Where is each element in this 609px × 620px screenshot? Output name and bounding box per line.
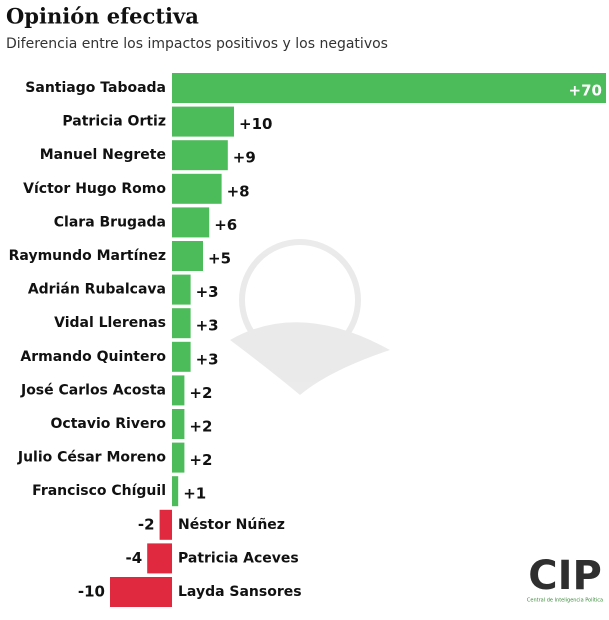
logo-text: CIP bbox=[528, 553, 602, 599]
bar bbox=[172, 375, 185, 406]
bar bbox=[172, 341, 191, 372]
category-label: Víctor Hugo Romo bbox=[23, 181, 166, 197]
category-label: Julio César Moreno bbox=[17, 450, 167, 466]
category-label: Patricia Ortiz bbox=[62, 114, 166, 130]
bar bbox=[172, 207, 210, 238]
category-label: Raymundo Martínez bbox=[9, 248, 166, 264]
category-label: Clara Brugada bbox=[54, 214, 166, 230]
value-label: -4 bbox=[126, 549, 143, 567]
bar bbox=[147, 543, 172, 574]
value-label: -10 bbox=[78, 583, 105, 601]
value-label: +6 bbox=[214, 216, 237, 234]
bar bbox=[172, 106, 234, 137]
value-label: +3 bbox=[196, 350, 219, 368]
category-label: Armando Quintero bbox=[20, 349, 166, 365]
bar bbox=[172, 442, 185, 473]
value-label: +9 bbox=[233, 149, 256, 167]
value-label: +3 bbox=[196, 317, 219, 335]
watermark bbox=[230, 239, 390, 395]
value-label: +5 bbox=[208, 250, 231, 268]
category-label: Layda Sansores bbox=[178, 584, 302, 600]
bar bbox=[172, 73, 606, 103]
bar bbox=[172, 476, 179, 507]
value-label: +2 bbox=[189, 418, 212, 436]
bar bbox=[172, 409, 185, 439]
bar bbox=[172, 241, 203, 271]
category-label: Néstor Núñez bbox=[178, 517, 285, 533]
bar bbox=[172, 173, 222, 204]
category-label: Manuel Negrete bbox=[40, 147, 166, 163]
value-label: +2 bbox=[189, 384, 212, 402]
category-label: Octavio Rivero bbox=[51, 416, 167, 432]
chart-title: Opinión efectiva bbox=[6, 4, 199, 29]
category-label: Francisco Chíguil bbox=[32, 483, 166, 499]
chart-subtitle: Diferencia entre los impactos positivos … bbox=[6, 36, 388, 52]
category-label: Vidal Llerenas bbox=[54, 315, 166, 331]
value-label: +10 bbox=[239, 115, 272, 133]
bar bbox=[110, 577, 172, 607]
value-label: +70 bbox=[569, 82, 602, 100]
value-label: -2 bbox=[138, 515, 155, 533]
category-label: Adrián Rubalcava bbox=[28, 282, 166, 298]
bar bbox=[159, 509, 172, 540]
value-label: +8 bbox=[227, 182, 250, 200]
value-label: +1 bbox=[183, 485, 206, 503]
logo-caption: Central de Inteligencia Política bbox=[527, 597, 603, 604]
bar bbox=[172, 140, 228, 171]
category-label: Santiago Taboada bbox=[25, 80, 166, 96]
value-label: +2 bbox=[189, 451, 212, 469]
category-label: José Carlos Acosta bbox=[20, 382, 166, 398]
bar bbox=[172, 308, 191, 339]
category-label: Patricia Aceves bbox=[178, 550, 299, 566]
bar bbox=[172, 274, 191, 305]
value-label: +3 bbox=[196, 283, 219, 301]
